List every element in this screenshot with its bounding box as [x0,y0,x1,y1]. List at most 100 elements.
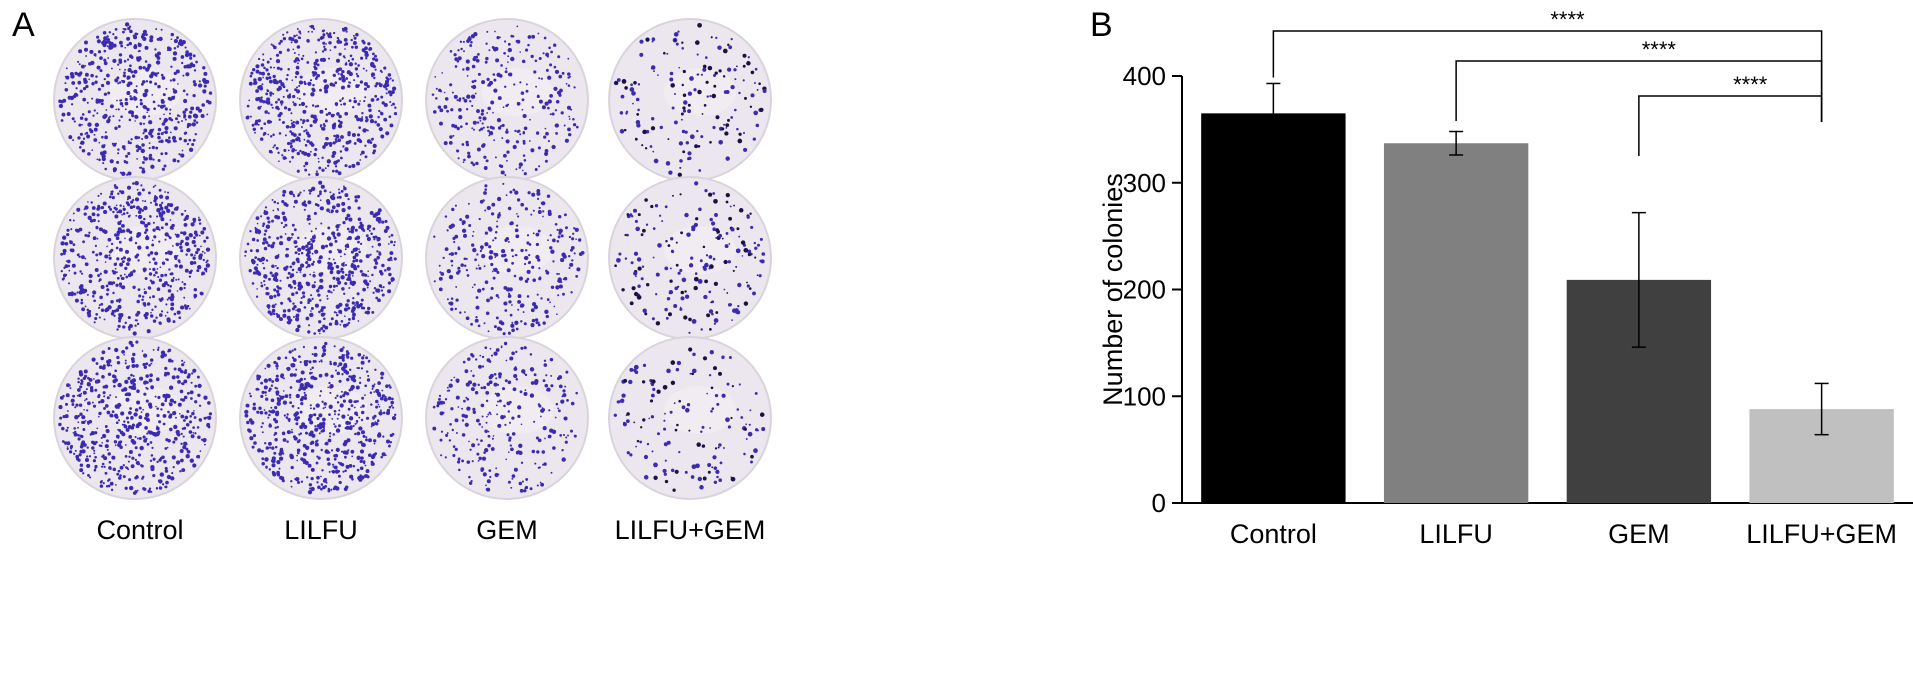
colony-dot [328,470,331,473]
colony-dot [157,72,160,75]
colony-dot [169,225,174,230]
colony-dot [293,348,297,351]
colony-dot [78,453,82,457]
colony-dot [674,286,679,291]
colony-dot [156,460,159,464]
colony-dot [198,218,201,222]
colony-dot [678,141,684,146]
colony-dot [374,94,378,98]
colony-dot [494,236,497,240]
colony-dot [650,393,655,398]
colony-dot [125,380,129,384]
colony-dot [446,229,449,232]
colony-dot [356,133,361,137]
colony-dot [269,91,273,95]
colony-dot [732,269,735,272]
colony-dot [505,359,508,362]
colony-dot [456,59,460,63]
colony-dot [137,50,140,53]
colony-dot [705,80,709,84]
colony-dot [700,135,704,139]
colony-dot [724,244,729,249]
colony-dot [670,360,676,365]
colony-dot [728,243,731,245]
colony-dot [332,113,335,117]
colony-dot [481,415,484,418]
colony-dot [495,404,498,407]
colony-dot [134,114,139,119]
colony-dot [557,294,560,297]
colony-dot [282,313,287,318]
colony-dot [467,202,470,205]
colony-dot [192,431,195,434]
colony-dot [106,119,111,124]
colony-dot [119,262,124,267]
colony-dot [128,237,133,242]
colony-dot [448,141,453,145]
colony-dot [132,34,135,37]
colony-dot [438,394,442,398]
colony-dot [348,368,352,372]
colony-dot [454,204,457,207]
colony-dot [121,213,123,216]
colony-dot [138,207,142,211]
colony-dot [180,231,183,235]
colony-dot [181,281,184,284]
colony-dot [200,113,205,119]
colony-dot [130,97,134,101]
colony-dot [658,214,662,217]
colony-dot [160,354,165,359]
colony-dot [332,487,336,491]
colony-dot [355,413,359,417]
colony-dot [538,165,541,168]
colony-dot [332,276,336,280]
colony-dot [89,219,94,223]
colony-dot [667,138,670,141]
colony-dot [139,102,144,106]
colony-dot [252,434,257,438]
colony-dot [724,131,729,136]
colony-dot [512,387,517,392]
colony-dot [311,366,314,369]
colony-dot [158,194,164,199]
colony-dot [454,418,459,423]
colony-dot [337,159,340,163]
colony-dot [704,262,709,268]
colony-dot [316,288,320,293]
colony-dot [304,382,307,385]
colony-dot [133,95,136,99]
colony-dot [152,228,156,232]
colony-dot [479,245,484,250]
colony-dot [114,444,117,447]
colony-dot [71,81,76,85]
colony-dot [374,421,377,423]
colony-dot [62,414,66,419]
colony-dot [68,135,73,140]
colony-dot [60,269,63,273]
colony-dot [130,385,135,390]
colony-dot [121,79,123,82]
colony-dot [747,56,750,59]
colony-dot [383,397,388,402]
colony-dot [666,52,669,55]
colony-dot [149,215,152,218]
colony-dot [486,479,491,484]
colony-dot [718,69,722,73]
colony-dot [565,226,568,230]
colony-dot [351,133,356,137]
colony-dot [144,200,147,203]
colony-dot [448,383,453,388]
colony-dot [196,375,200,379]
colony-dot [203,71,208,76]
colony-dot [357,441,361,444]
colony-dot [244,413,249,418]
colony-dot [169,219,172,221]
colony-dot [371,310,375,314]
colony-dot [120,115,123,118]
colony-dot [374,84,378,88]
colony-dot [306,139,310,143]
colony-dot [682,150,686,154]
colony-dot [133,97,137,101]
colony-dot [100,192,103,195]
colony-dot [484,209,487,212]
